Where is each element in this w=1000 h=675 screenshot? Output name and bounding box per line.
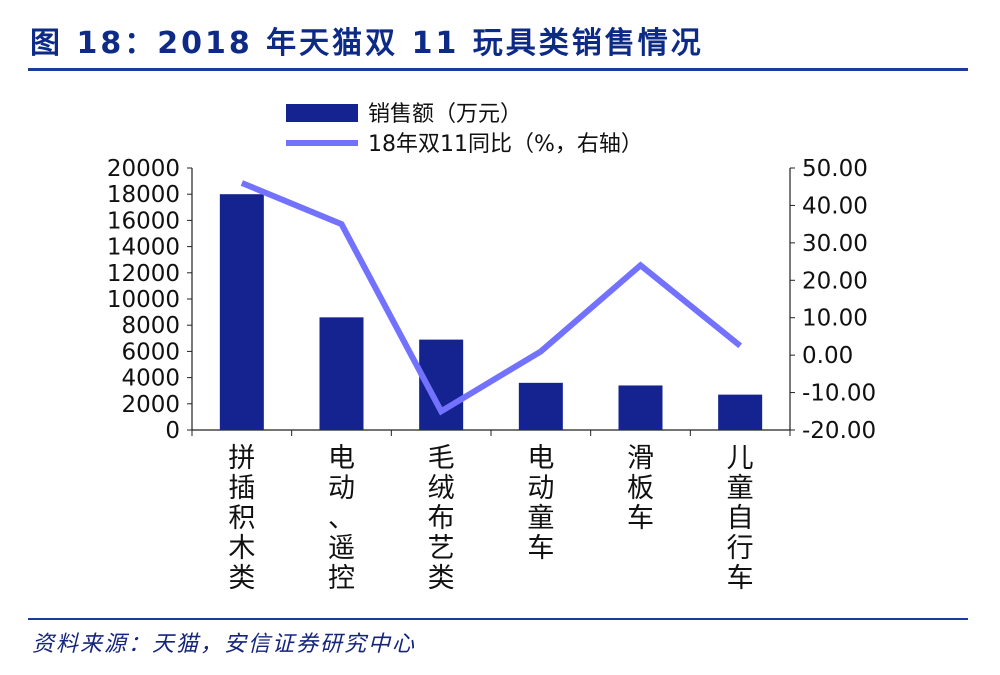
right-tick-label: -20.00 <box>802 418 876 444</box>
category-label: 滑板车 <box>627 443 654 534</box>
category-labels: 拼插积木类 电动、遥控 毛绒布艺类 电动童车 滑板车 儿童自行车 <box>228 443 753 594</box>
legend-label-line: 18年双11同比（%，右轴） <box>368 132 643 157</box>
left-tick-label: 16000 <box>107 208 180 234</box>
bar-series <box>219 194 763 430</box>
right-tick-label: 50.00 <box>802 156 868 182</box>
left-tick-label: 2000 <box>121 392 180 418</box>
right-tick-label: 40.00 <box>802 193 868 219</box>
legend-swatch-bar <box>286 104 358 122</box>
legend-label-bar: 销售额（万元） <box>368 102 522 127</box>
right-tick-label: 0.00 <box>802 343 853 369</box>
left-axis: 0200040006000800010000120001400016000180… <box>107 156 193 444</box>
left-tick-label: 12000 <box>107 261 180 287</box>
bar <box>618 385 663 430</box>
category-label: 毛绒布艺类 <box>428 443 455 594</box>
source-note: 资料来源：天猫，安信证券研究中心 <box>32 632 417 657</box>
left-tick-label: 6000 <box>121 339 180 365</box>
left-tick-label: 4000 <box>121 366 180 392</box>
right-axis: -20.00 -10.00 0.00 10.00 20.00 30.00 40.00 50.0… <box>789 156 876 444</box>
category-label: 儿童自行车 <box>727 443 754 594</box>
title-rule <box>28 68 968 71</box>
line-series <box>240 180 743 416</box>
yoy-line <box>240 180 743 416</box>
x-axis <box>191 429 791 436</box>
right-tick-label: -10.00 <box>802 381 876 407</box>
legend: 销售额（万元） 18年双11同比（%，右轴） <box>286 102 643 157</box>
bar <box>219 194 264 430</box>
bar <box>518 382 563 430</box>
right-tick-label: 10.00 <box>802 306 868 332</box>
bar <box>319 317 364 430</box>
left-tick-label: 18000 <box>107 182 180 208</box>
bar <box>718 394 763 430</box>
category-label: 电动、遥控 <box>328 443 355 594</box>
category-label: 电动童车 <box>527 443 554 564</box>
left-tick-label: 8000 <box>121 313 180 339</box>
right-tick-label: 20.00 <box>802 268 868 294</box>
left-tick-label: 14000 <box>107 235 180 261</box>
left-tick-label: 20000 <box>107 156 180 182</box>
left-tick-label: 10000 <box>107 287 180 313</box>
category-label: 拼插积木类 <box>228 443 255 594</box>
figure-title: 图 18：2018 年天猫双 11 玩具类销售情况 <box>30 26 704 61</box>
right-tick-label: 30.00 <box>802 231 868 257</box>
left-tick-label: 0 <box>165 418 180 444</box>
source-rule <box>28 618 968 620</box>
